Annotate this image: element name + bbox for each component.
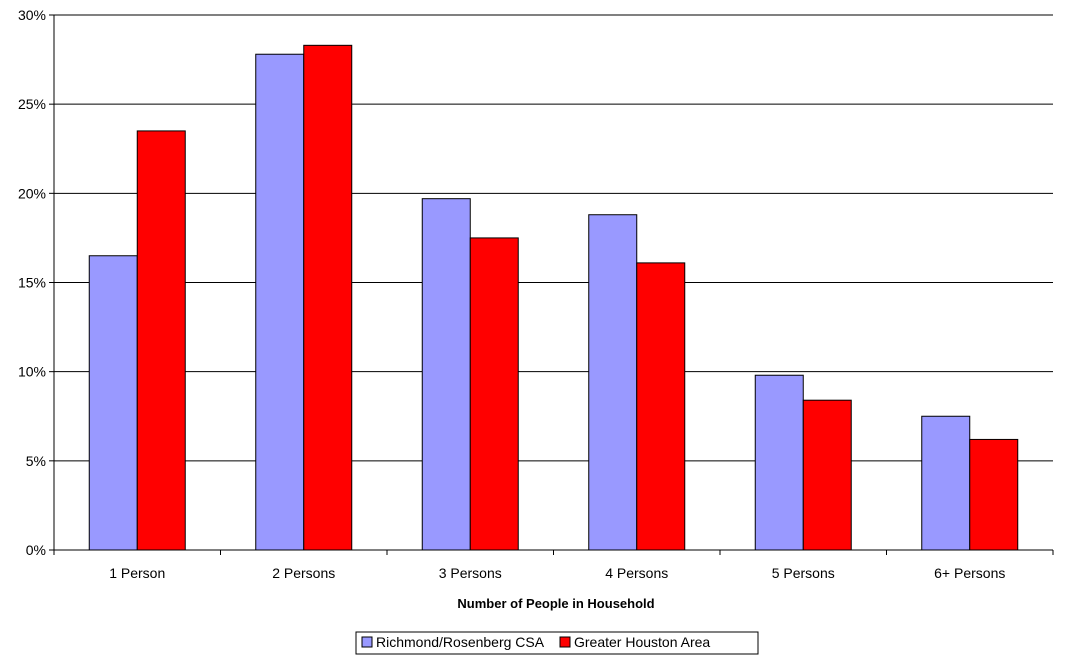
axes (49, 14, 1054, 555)
bar-houston-4 (802, 399, 852, 551)
bars (88, 44, 1019, 551)
bar-houston-0 (136, 130, 186, 551)
y-tick-label: 10% (18, 364, 46, 380)
x-category-labels: 1 Person 2 Persons 3 Persons 4 Persons 5 Per… (109, 565, 1005, 581)
x-category-label: 1 Person (109, 565, 165, 581)
y-tick-label: 20% (18, 185, 46, 201)
y-tick-label: 5% (26, 453, 46, 469)
gridlines (54, 14, 1053, 462)
x-category-label: 5 Persons (772, 565, 835, 581)
x-category-label: 2 Persons (272, 565, 335, 581)
y-tick-label: 30% (18, 7, 46, 23)
bar-richmond-2 (421, 198, 471, 551)
y-tick-label: 0% (26, 542, 46, 558)
x-axis-title: Number of People in Household (457, 596, 654, 611)
x-category-label: 6+ Persons (934, 565, 1005, 581)
y-tick-label: 25% (18, 96, 46, 112)
bar-richmond-0 (88, 255, 138, 551)
y-tick-label: 15% (18, 275, 46, 291)
bar-richmond-5 (921, 415, 971, 551)
bar-houston-1 (303, 44, 353, 551)
bar-richmond-3 (588, 214, 638, 551)
legend-box (355, 631, 759, 655)
bar-houston-2 (469, 237, 519, 551)
bar-richmond-4 (754, 374, 804, 551)
y-tick-labels: 0% 5% 10% 15% 20% 25% 30% (18, 7, 46, 558)
bar-houston-3 (636, 262, 686, 551)
legend-swatch-houston (559, 636, 571, 648)
x-category-label: 3 Persons (439, 565, 502, 581)
bar-richmond-1 (255, 53, 305, 551)
legend-label-houston: Greater Houston Area (574, 634, 710, 650)
x-category-label: 4 Persons (605, 565, 668, 581)
bar-houston-5 (969, 438, 1019, 551)
legend-swatch-richmond (361, 636, 373, 648)
legend-label-richmond: Richmond/Rosenberg CSA (376, 634, 545, 650)
legend: Richmond/Rosenberg CSA Greater Houston Ar… (355, 631, 759, 655)
